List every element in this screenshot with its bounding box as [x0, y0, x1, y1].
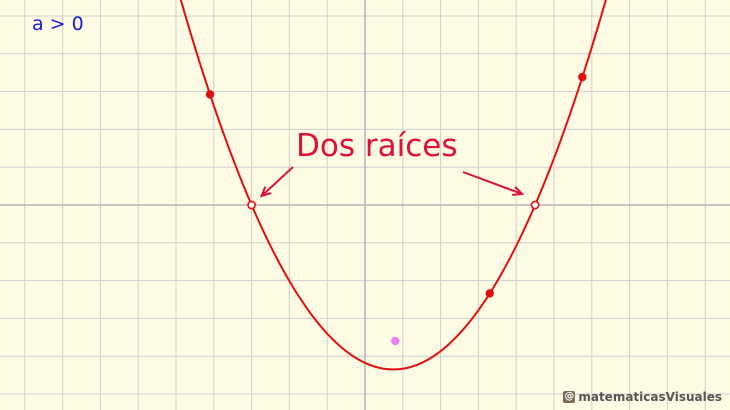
arrow-to-right-root [462, 171, 525, 196]
arrow-to-left-root [259, 166, 294, 198]
curve-points [205, 72, 587, 346]
parabola-curve [179, 0, 607, 371]
curve-point [485, 289, 494, 298]
curve-point [578, 72, 587, 82]
roots-label: Dos raíces [296, 128, 458, 164]
root-point-right [530, 200, 540, 210]
brand-text: matematicasVisuales [578, 390, 722, 404]
vertex-point [391, 336, 400, 346]
condition-label: a > 0 [32, 13, 84, 35]
root-point-left [247, 200, 256, 210]
brand-icon: @ [563, 391, 576, 403]
root-arrows [259, 166, 525, 198]
brand-logo: @ matematicasVisuales [563, 390, 722, 404]
curve-point [205, 90, 215, 99]
